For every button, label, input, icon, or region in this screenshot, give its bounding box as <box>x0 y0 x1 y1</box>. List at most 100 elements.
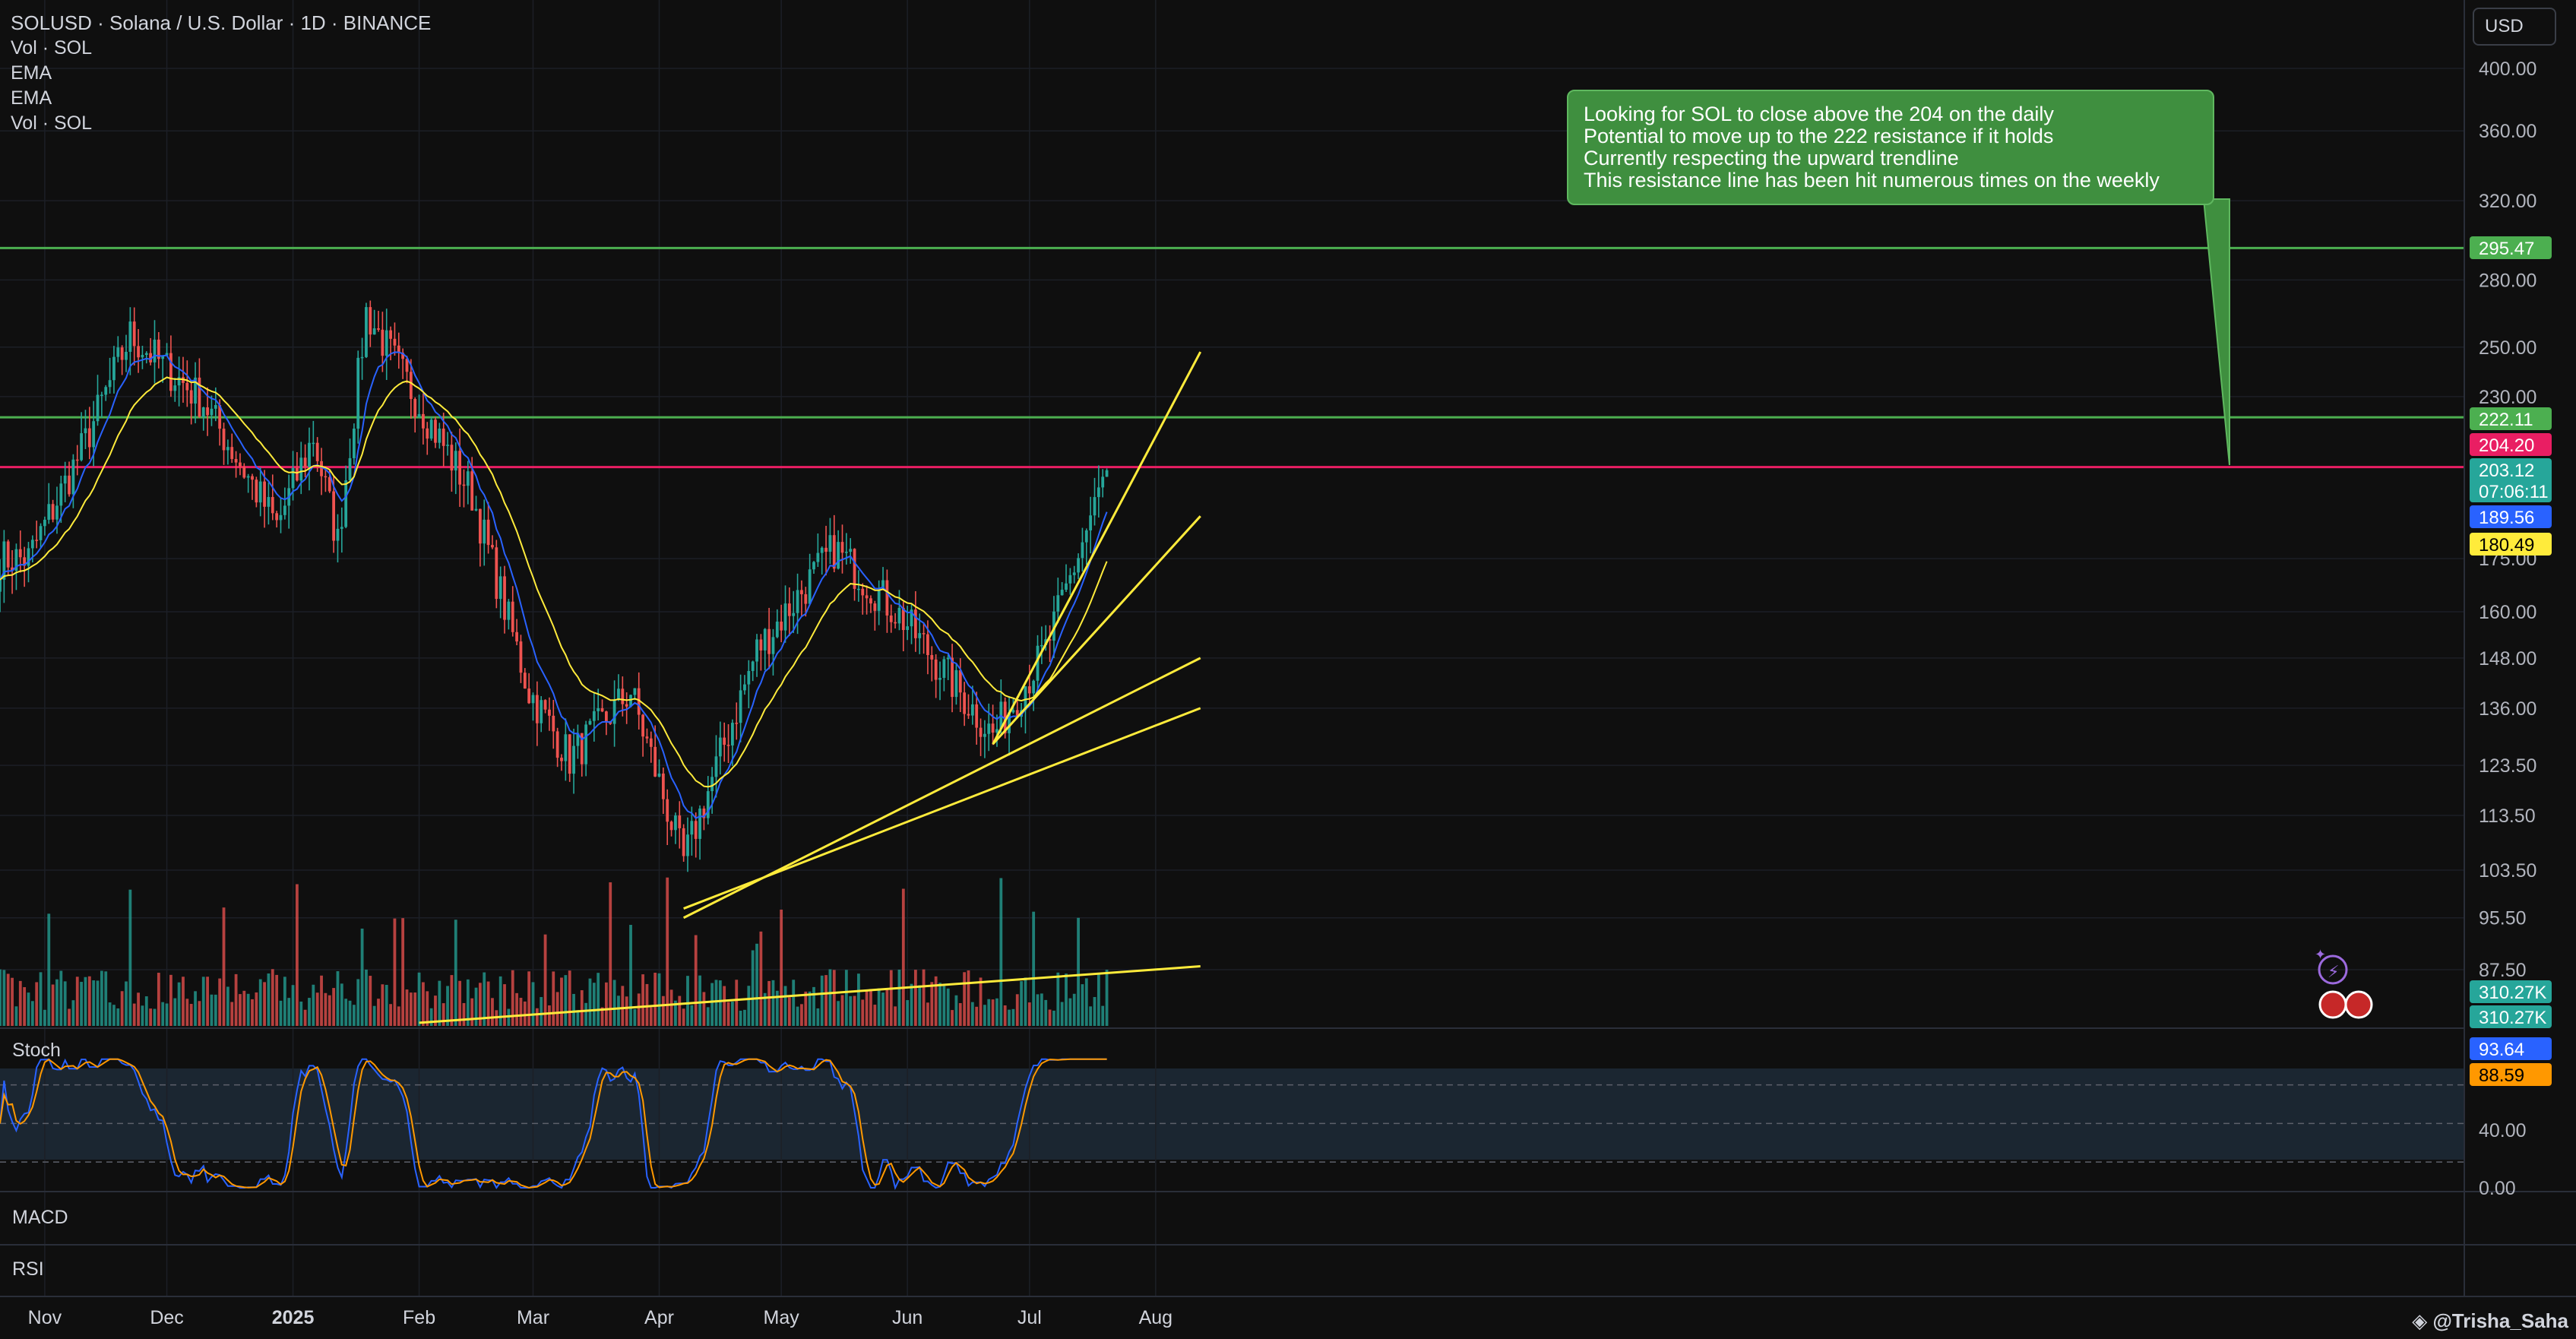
volume-bar <box>125 981 128 1026</box>
candle-body <box>540 700 543 723</box>
lightning-event-icon[interactable] <box>2318 954 2348 985</box>
price-badge-label: 88.59 <box>2479 1065 2524 1086</box>
candle-body <box>283 505 286 515</box>
svg-text:⚡: ⚡ <box>2328 962 2339 981</box>
candle-body <box>234 458 238 463</box>
candle-body <box>702 808 706 818</box>
candle-body <box>255 480 258 503</box>
volume-bar <box>59 970 63 1026</box>
candle-body <box>450 445 454 471</box>
ema-lines <box>0 351 1108 819</box>
volume-bar <box>661 996 665 1026</box>
candle-body <box>413 398 417 418</box>
event-icons[interactable]: ⚡ ✦ <box>2315 947 2373 1019</box>
volume-bar <box>1056 972 1060 1026</box>
volume-bar <box>30 1001 34 1026</box>
candle-body <box>564 734 568 761</box>
volume-bar <box>466 979 470 1026</box>
volume-bar <box>39 972 43 1026</box>
note-line: Looking for SOL to close above the 204 o… <box>1584 103 2054 125</box>
volume-bar <box>519 998 523 1026</box>
candle-body <box>14 549 18 571</box>
candle-body <box>128 321 132 352</box>
candle-body <box>857 588 860 590</box>
volume-bar <box>800 1004 803 1026</box>
volume-bar <box>576 1010 580 1026</box>
candle-body <box>873 603 877 611</box>
volume-bar <box>393 918 397 1026</box>
candle-body <box>303 457 307 467</box>
volume-bar <box>120 991 124 1026</box>
candle-body <box>1036 645 1040 681</box>
volume-bar <box>201 977 205 1026</box>
candle-body <box>80 433 83 461</box>
month-label: Jun <box>892 1307 922 1328</box>
candle-body <box>417 413 421 418</box>
candle-body <box>356 357 360 429</box>
candle-body <box>96 394 100 422</box>
indicator-volume[interactable]: Vol · SOL <box>11 37 92 59</box>
candle-body <box>296 467 299 481</box>
indicator-ema-2[interactable]: EMA <box>11 87 52 109</box>
volume-bar <box>340 983 343 1026</box>
indicator-ema-1[interactable]: EMA <box>11 62 52 84</box>
price-badge <box>2470 505 2552 528</box>
candle-body <box>478 508 482 544</box>
price-badge <box>2470 980 2552 1003</box>
candle-body <box>1089 515 1093 530</box>
candle-body <box>1008 712 1011 733</box>
candle-body <box>30 540 34 549</box>
volume-bar <box>775 990 779 1026</box>
candle-body <box>592 711 596 721</box>
candle-body <box>372 328 376 335</box>
volume-bar <box>84 977 87 1026</box>
volume-bar <box>552 971 555 1026</box>
currency-selector[interactable]: USD <box>2473 8 2556 46</box>
candle-body <box>511 601 514 632</box>
macd-pane-label[interactable]: MACD <box>12 1207 68 1228</box>
candle-body <box>47 504 51 520</box>
candle-body <box>1077 558 1080 573</box>
volume-bar <box>1020 981 1024 1026</box>
volume-bar <box>958 1002 962 1026</box>
volume-bar <box>755 943 758 1026</box>
trend-line <box>992 351 1202 745</box>
volume-bar <box>604 982 608 1026</box>
us-flag-event-icon[interactable] <box>2318 990 2347 1019</box>
month-label: Dec <box>150 1307 183 1328</box>
volume-bar <box>987 999 991 1026</box>
author-watermark[interactable]: ◈ @Trisha_Saha <box>2412 1309 2568 1333</box>
volume-bar <box>100 970 103 1026</box>
price-tick-label: 360.00 <box>2479 121 2536 142</box>
volume-bar <box>153 1008 157 1026</box>
volume-bar <box>686 976 689 1026</box>
candle-body <box>165 353 169 356</box>
volume-bar <box>0 969 2 1026</box>
annotation-note[interactable]: Looking for SOL to close above the 204 o… <box>1567 90 2214 205</box>
candle-body <box>141 355 144 358</box>
stoch-pane-label[interactable]: Stoch <box>12 1040 61 1061</box>
volume-bar <box>641 974 644 1026</box>
volume-bar <box>751 950 755 1026</box>
candle-body <box>548 709 551 716</box>
logo-icon: ◈ <box>2412 1309 2433 1332</box>
us-flag-event-icon[interactable] <box>2344 990 2373 1019</box>
candle-body <box>35 540 39 541</box>
indicator-volume-2[interactable]: Vol · SOL <box>11 112 92 134</box>
volume-bar <box>735 980 739 1026</box>
volume-bar <box>434 996 437 1026</box>
candle-body <box>617 688 620 700</box>
volume-bar <box>51 984 55 1026</box>
volume-bar <box>600 1007 604 1026</box>
candle-body <box>92 421 96 448</box>
volume-bar <box>462 1002 466 1026</box>
rsi-pane-label[interactable]: RSI <box>12 1258 44 1280</box>
candle-body <box>381 329 385 356</box>
candle-body <box>963 692 967 714</box>
symbol-title[interactable]: SOLUSD · Solana / U.S. Dollar · 1D · BIN… <box>11 11 432 34</box>
volume-bar <box>731 1002 734 1026</box>
candle-body <box>621 688 625 704</box>
candle-body <box>144 353 148 356</box>
volume-bar <box>470 998 474 1026</box>
